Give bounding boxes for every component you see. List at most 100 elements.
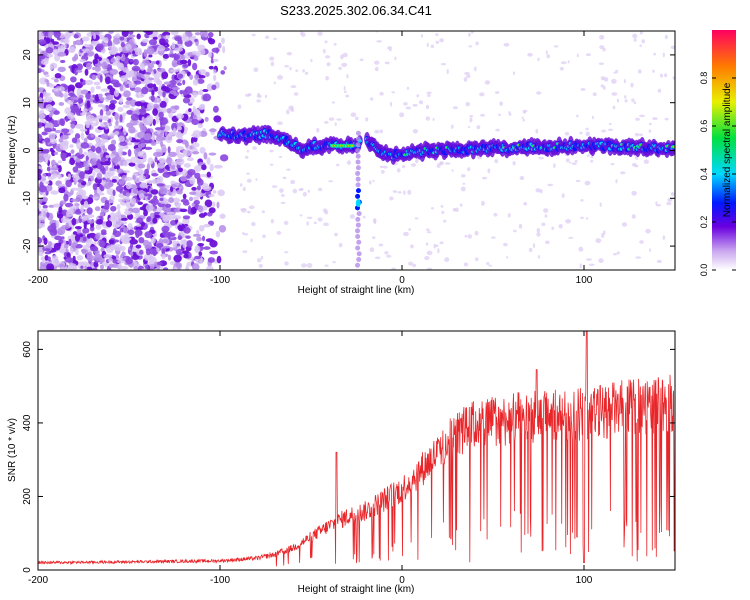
heatmap-cell <box>491 236 496 239</box>
heatmap-cell <box>137 143 143 150</box>
heatmap-cell <box>256 94 262 98</box>
heatmap-cell <box>191 118 200 126</box>
heatmap-cell <box>201 164 207 171</box>
heatmap-cell <box>44 74 50 78</box>
heatmap-cell <box>96 172 103 180</box>
heatmap-cell <box>108 257 113 263</box>
heatmap-cell <box>464 71 470 75</box>
heatmap-cell <box>284 64 289 68</box>
heatmap-cell <box>166 184 171 189</box>
heatmap-cell <box>45 180 50 185</box>
heatmap-cell <box>94 253 102 262</box>
heatmap-cell <box>105 220 113 228</box>
heatmap-cell <box>132 58 139 66</box>
heatmap-cell <box>136 90 140 99</box>
heatmap-cell <box>172 240 177 248</box>
heatmap-cell <box>85 92 91 100</box>
heatmap-cell <box>243 233 249 236</box>
heatmap-cell <box>109 167 116 171</box>
heatmap-cell <box>359 58 364 62</box>
heatmap-cell <box>444 162 451 165</box>
heatmap-cell <box>60 44 67 49</box>
heatmap-cell <box>167 232 171 240</box>
heatmap-cell <box>592 92 597 97</box>
heatmap-cell <box>475 257 479 262</box>
heatmap-cell <box>80 132 85 141</box>
heatmap-cell <box>290 108 295 112</box>
heatmap-cell <box>355 176 361 182</box>
colorbar-tick-label: 0.4 <box>699 168 709 181</box>
heatmap-cell <box>74 234 81 242</box>
heatmap-cell <box>602 47 606 52</box>
heatmap-cell <box>203 152 208 160</box>
heatmap-cell <box>269 149 274 153</box>
heatmap-cell <box>69 144 74 149</box>
heatmap-cell <box>38 48 42 53</box>
heatmap-cell <box>185 235 191 239</box>
heatmap-cell <box>74 210 82 215</box>
heatmap-cell <box>192 196 200 201</box>
heatmap-cell <box>313 221 317 225</box>
heatmap-cell <box>192 62 198 71</box>
heatmap-cell <box>92 164 98 169</box>
heatmap-cell <box>323 222 329 227</box>
heatmap-cell <box>91 117 99 122</box>
heatmap-cell <box>120 75 128 83</box>
heatmap-cell <box>208 207 216 214</box>
heatmap-cell <box>121 236 130 245</box>
heatmap-cell <box>47 31 53 39</box>
heatmap-cell <box>155 148 162 153</box>
heatmap-cell <box>148 54 153 58</box>
heatmap-cell <box>403 231 409 237</box>
heatmap-cell <box>193 199 200 206</box>
heatmap-cell <box>292 188 298 194</box>
heatmap-cell <box>78 189 87 197</box>
heatmap-cell <box>632 33 638 39</box>
heatmap-cell <box>196 229 200 236</box>
heatmap-cell <box>216 201 220 209</box>
heatmap-cell <box>190 137 194 145</box>
heatmap-cell <box>269 56 275 61</box>
heatmap-cell <box>166 157 173 165</box>
heatmap-cell <box>65 116 69 123</box>
heatmap-cell <box>111 178 117 183</box>
heatmap-cell <box>560 61 567 65</box>
heatmap-cell <box>135 226 144 231</box>
heatmap-cell <box>412 128 418 134</box>
heatmap-cell <box>276 231 282 235</box>
heatmap-cell <box>190 206 197 214</box>
heatmap-cell <box>611 92 618 96</box>
heatmap-cell <box>152 118 156 126</box>
heatmap-cell <box>141 86 149 95</box>
heatmap-cell <box>167 146 171 154</box>
heatmap-cell <box>44 127 53 133</box>
heatmap-cell <box>145 31 153 35</box>
colorbar-tick-label: 0.2 <box>699 216 709 229</box>
heatmap-cell <box>136 73 144 77</box>
heatmap-cell <box>601 232 605 238</box>
heatmap-cell <box>92 58 99 65</box>
heatmap-cell <box>113 165 118 169</box>
heatmap-cell <box>253 67 259 73</box>
heatmap-cell <box>166 211 175 215</box>
heatmap-cell <box>86 251 93 259</box>
heatmap-cell <box>410 163 417 167</box>
heatmap-cell <box>122 170 131 174</box>
heatmap-cell <box>561 193 565 198</box>
heatmap-cell <box>503 242 508 247</box>
heatmap-cell <box>99 104 106 108</box>
heatmap-cell <box>171 86 181 91</box>
heatmap-cell <box>161 207 169 211</box>
heatmap-cell <box>92 171 96 177</box>
heatmap-cell <box>635 117 640 121</box>
heatmap-cell <box>38 100 45 109</box>
heatmap-cell <box>74 133 81 140</box>
heatmap-cell <box>291 106 294 109</box>
heatmap-cell <box>374 256 381 260</box>
snr-y-axis-label: SNR (10 * v/v) <box>7 418 18 482</box>
heatmap-cell <box>184 140 189 148</box>
heatmap-cell <box>463 77 468 82</box>
heatmap-cell <box>591 115 594 120</box>
heatmap-cell <box>119 265 129 270</box>
heatmap-cell <box>69 96 78 100</box>
